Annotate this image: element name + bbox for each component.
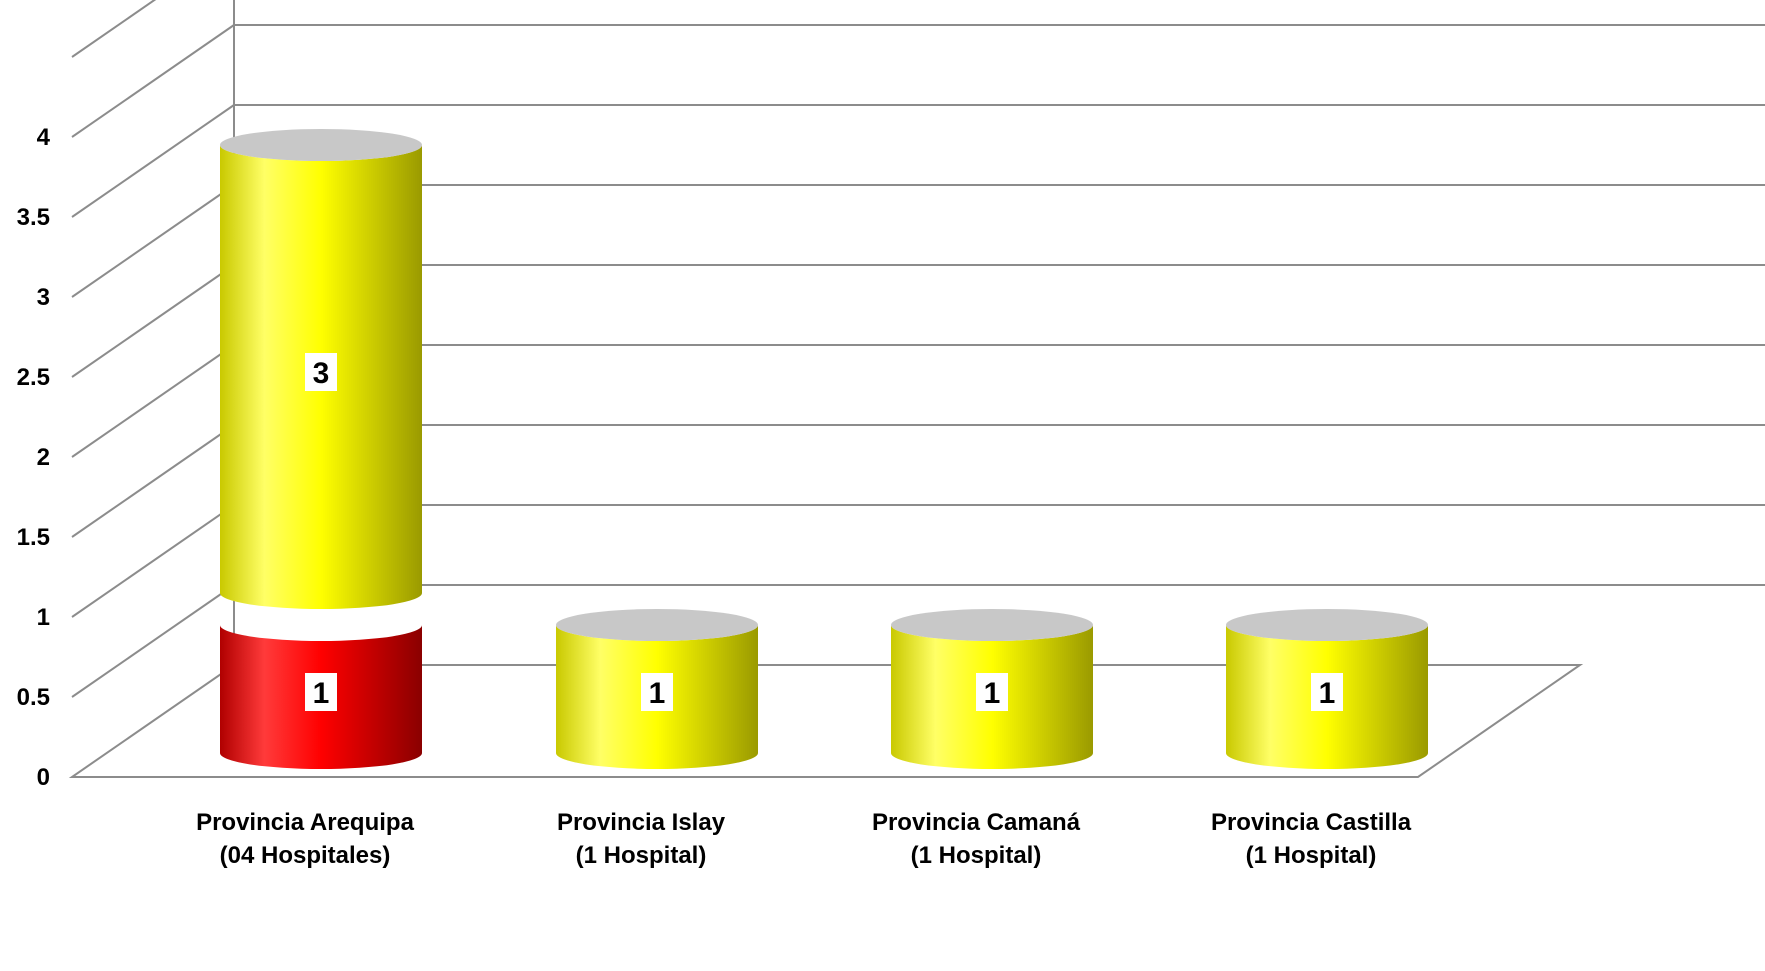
floor (68, 664, 1584, 778)
y-tick-label: 3 (37, 284, 50, 311)
gridline-side (71, 584, 235, 698)
data-label-box (305, 353, 337, 391)
x-tick-label: Provincia Castilla (1 Hospital) (1211, 809, 1412, 869)
gridline-side (71, 504, 235, 618)
y-tick-label: 0.5 (17, 684, 50, 711)
data-label: 3 (313, 357, 330, 390)
y-tick-label: 1 (37, 604, 50, 631)
data-label-box (305, 673, 337, 711)
bar-top-cap (220, 129, 422, 161)
y-axis: 0 0.5 1 1.5 2 2.5 3 3.5 4 (17, 124, 51, 791)
gridline-side (71, 264, 235, 378)
data-label: 1 (1319, 677, 1336, 710)
data-label-box (1311, 673, 1343, 711)
y-tick-label: 1.5 (17, 524, 50, 551)
chart-walls (68, 0, 1765, 778)
x-tick-label-line: Provincia Castilla (1211, 809, 1412, 836)
x-tick-label-line: Provincia Camaná (872, 809, 1081, 836)
y-tick-label: 2 (37, 444, 50, 471)
bar-top-cap (891, 609, 1093, 641)
bar-top-cap (556, 609, 758, 641)
data-label: 1 (313, 677, 330, 710)
gridline-side (71, 184, 235, 298)
y-tick-label: 0 (37, 764, 50, 791)
y-tick-label: 2.5 (17, 364, 50, 391)
x-tick-label-line: Provincia Islay (557, 809, 726, 836)
x-tick-label: Provincia Arequipa (04 Hospitales) (196, 809, 414, 869)
x-tick-label: Provincia Camaná (1 Hospital) (872, 809, 1081, 869)
gridline-side (71, 24, 235, 138)
data-label: 1 (649, 677, 666, 710)
y-tick-label: 4 (37, 124, 51, 151)
x-tick-label-line: Provincia Arequipa (196, 809, 414, 836)
y-tick-label: 3.5 (17, 204, 50, 231)
x-tick-label-line: (1 Hospital) (911, 842, 1042, 869)
side-wall-top-edge (71, 0, 157, 58)
data-label-box (641, 673, 673, 711)
bar-top-cap (1226, 609, 1428, 641)
x-axis: Provincia Arequipa (04 Hospitales)Provinc… (196, 809, 1412, 869)
data-labels: 1 3 1 1 1 (305, 353, 1343, 711)
gridline-side (71, 424, 235, 538)
x-tick-label-line: (1 Hospital) (1246, 842, 1377, 869)
data-label-box (976, 673, 1008, 711)
x-tick-label-line: (04 Hospitales) (220, 842, 391, 869)
x-tick-label: Provincia Islay (1 Hospital) (557, 809, 726, 869)
gridline-side (71, 344, 235, 458)
gridline-side (71, 104, 235, 218)
x-tick-label-line: (1 Hospital) (576, 842, 707, 869)
data-label: 1 (984, 677, 1001, 710)
